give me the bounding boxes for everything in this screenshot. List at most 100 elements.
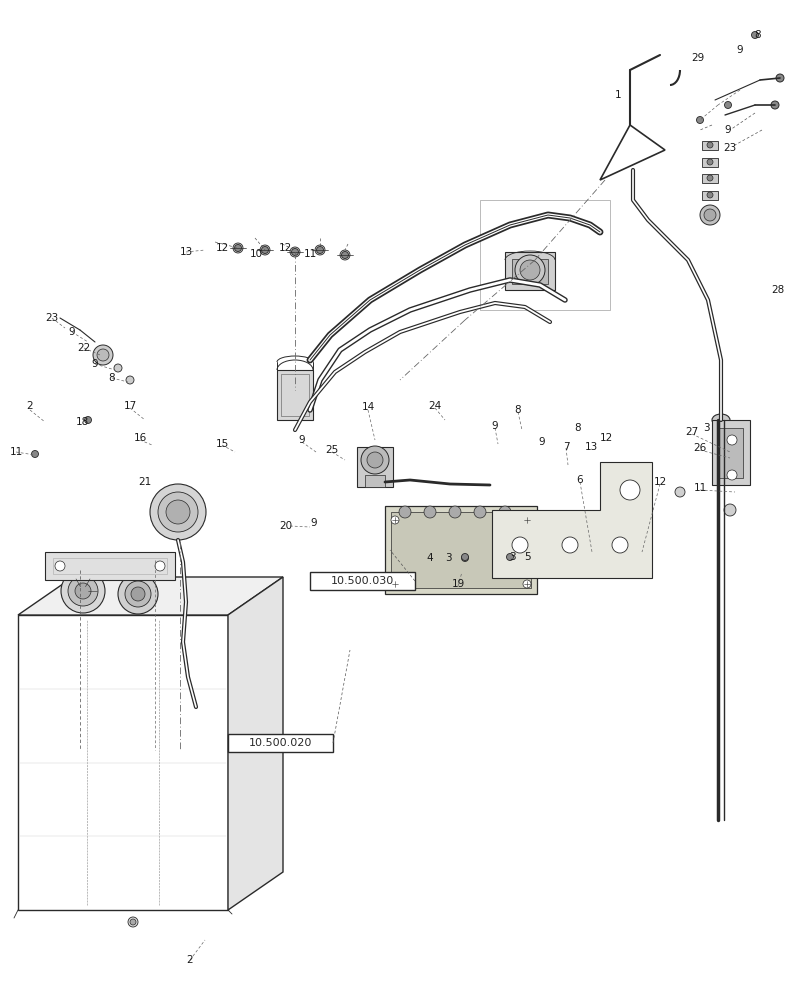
- Circle shape: [461, 554, 468, 562]
- Circle shape: [165, 500, 190, 524]
- Circle shape: [234, 244, 241, 251]
- Circle shape: [506, 554, 513, 560]
- Text: 3: 3: [508, 552, 515, 562]
- Text: 9: 9: [491, 421, 498, 431]
- Text: 25: 25: [325, 445, 338, 455]
- Text: 11: 11: [10, 447, 23, 457]
- Bar: [365, 475, 384, 487]
- Text: 23: 23: [45, 313, 58, 323]
- Circle shape: [391, 580, 398, 588]
- Circle shape: [260, 245, 270, 255]
- Text: 11: 11: [693, 483, 706, 493]
- Bar: [711, 420, 749, 485]
- Circle shape: [93, 345, 113, 365]
- Circle shape: [290, 247, 299, 257]
- Bar: [310, 572, 414, 590]
- Bar: [18, 615, 228, 910]
- Circle shape: [674, 487, 684, 497]
- Text: 17: 17: [123, 401, 136, 411]
- Circle shape: [233, 243, 242, 253]
- Circle shape: [703, 209, 715, 221]
- Circle shape: [706, 175, 712, 181]
- Circle shape: [499, 506, 510, 518]
- Text: 13: 13: [584, 442, 597, 452]
- Circle shape: [315, 245, 324, 255]
- Circle shape: [32, 450, 38, 458]
- Circle shape: [448, 506, 461, 518]
- Text: 10.500.030: 10.500.030: [330, 576, 393, 586]
- Circle shape: [706, 192, 712, 198]
- Polygon shape: [228, 577, 283, 910]
- Text: 12: 12: [215, 243, 229, 253]
- Text: 2: 2: [187, 955, 193, 965]
- Text: 29: 29: [690, 53, 704, 63]
- Circle shape: [620, 480, 639, 500]
- Bar: [53, 558, 167, 574]
- Circle shape: [706, 159, 712, 165]
- Text: 23: 23: [723, 143, 736, 153]
- Text: 19: 19: [451, 579, 464, 589]
- Text: 3: 3: [444, 553, 451, 563]
- Circle shape: [68, 576, 98, 606]
- Text: 5: 5: [524, 552, 530, 562]
- Text: 13: 13: [179, 247, 192, 257]
- Circle shape: [461, 554, 468, 560]
- Bar: [391, 512, 530, 588]
- Text: 15: 15: [215, 439, 229, 449]
- Text: 12: 12: [278, 243, 291, 253]
- Circle shape: [522, 516, 530, 524]
- Circle shape: [522, 580, 530, 588]
- Text: 3: 3: [702, 423, 709, 433]
- Circle shape: [75, 583, 91, 599]
- Circle shape: [155, 561, 165, 571]
- Bar: [512, 259, 547, 284]
- Circle shape: [158, 492, 198, 532]
- Bar: [702, 141, 717, 150]
- Circle shape: [150, 484, 206, 540]
- Text: 8: 8: [574, 423, 581, 433]
- Text: 11: 11: [303, 249, 316, 259]
- Text: 22: 22: [77, 343, 91, 353]
- Circle shape: [561, 537, 577, 553]
- Circle shape: [512, 537, 527, 553]
- Circle shape: [611, 537, 627, 553]
- Circle shape: [775, 74, 783, 82]
- Circle shape: [391, 516, 398, 524]
- Circle shape: [261, 246, 268, 253]
- Text: 9: 9: [538, 437, 545, 447]
- Text: 1: 1: [614, 90, 620, 100]
- Circle shape: [726, 470, 736, 480]
- Circle shape: [699, 205, 719, 225]
- Circle shape: [361, 446, 388, 474]
- Bar: [228, 734, 333, 752]
- Circle shape: [118, 574, 158, 614]
- Polygon shape: [491, 462, 651, 578]
- Circle shape: [367, 452, 383, 468]
- Text: 9: 9: [69, 327, 75, 337]
- Circle shape: [114, 364, 122, 372]
- Text: 14: 14: [361, 402, 374, 412]
- Text: 24: 24: [428, 401, 441, 411]
- Text: 20: 20: [279, 521, 292, 531]
- Text: 18: 18: [75, 417, 88, 427]
- Bar: [357, 447, 393, 487]
- Circle shape: [126, 376, 134, 384]
- Text: 9: 9: [723, 125, 731, 135]
- Circle shape: [423, 506, 436, 518]
- Text: 2: 2: [27, 401, 33, 411]
- Bar: [384, 506, 536, 594]
- Text: 21: 21: [138, 477, 152, 487]
- Ellipse shape: [711, 414, 729, 426]
- Text: 28: 28: [770, 285, 783, 295]
- Text: 10: 10: [249, 249, 262, 259]
- Circle shape: [61, 569, 105, 613]
- Circle shape: [770, 101, 778, 109]
- Bar: [718, 428, 742, 478]
- Bar: [702, 174, 717, 183]
- Circle shape: [723, 102, 731, 109]
- Bar: [702, 191, 717, 200]
- Circle shape: [55, 561, 65, 571]
- Text: 9: 9: [736, 45, 742, 55]
- Bar: [702, 158, 717, 167]
- Circle shape: [723, 504, 735, 516]
